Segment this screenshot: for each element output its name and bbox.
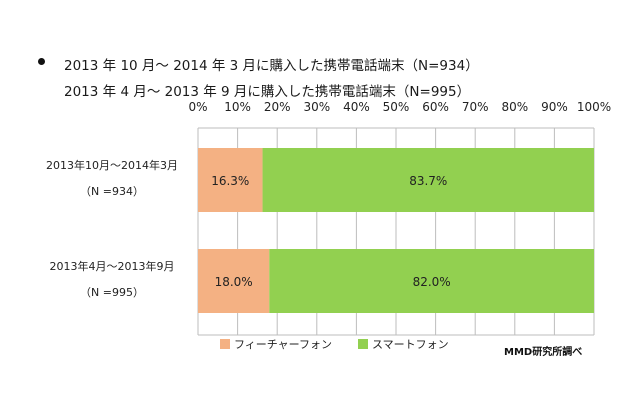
category-n-label: （N =934） [80,185,144,198]
x-tick-label: 40% [343,100,370,114]
data-label: 16.3% [211,174,249,188]
x-axis-tick-labels: 0% 10% 20% 30% 40% 50% 60% 70% 80% 90% 100% [188,100,611,114]
feature-phone-bar [198,249,270,313]
data-label: 18.0% [215,275,253,289]
x-tick-label: 20% [264,100,291,114]
x-tick-label: 70% [462,100,489,114]
smartphone-bar [262,148,594,212]
data-label: 83.7% [409,174,447,188]
category-label: 2013年10月〜2014年3月 [46,158,178,172]
source-credit: MMD研究所調べ [504,347,583,358]
legend: フィーチャーフォン スマートフォン [220,338,449,351]
category-label: 2013年4月〜2013年9月 [50,259,175,273]
title-line-2: 2013 年 4 月〜 2013 年 9 月に購入した携帯電話端末（N=995） [64,84,471,100]
feature-phone-legend-swatch [220,339,230,349]
smartphone-bar [269,249,594,313]
title-line-1: 2013 年 10 月〜 2014 年 3 月に購入した携帯電話端末（N=934… [64,58,479,74]
legend-label: フィーチャーフォン [234,338,332,351]
category-n-label: （N =995） [80,286,144,299]
bars: 16.3% 83.7% 18.0% 82.0% [198,148,594,313]
x-tick-label: 60% [422,100,449,114]
feature-phone-bar [198,148,263,212]
x-tick-label: 30% [303,100,330,114]
smartphone-legend-swatch [358,339,368,349]
category-labels: 2013年10月〜2014年3月 （N =934） 2013年4月〜2013年9月 （… [46,158,178,299]
x-tick-label: 90% [541,100,568,114]
legend-label: スマートフォン [372,338,449,351]
bullet-icon [38,58,45,65]
x-tick-label: 0% [188,100,207,114]
x-tick-label: 100% [577,100,611,114]
x-tick-label: 80% [501,100,528,114]
data-label: 82.0% [413,275,451,289]
x-tick-label: 50% [383,100,410,114]
x-tick-label: 10% [224,100,251,114]
